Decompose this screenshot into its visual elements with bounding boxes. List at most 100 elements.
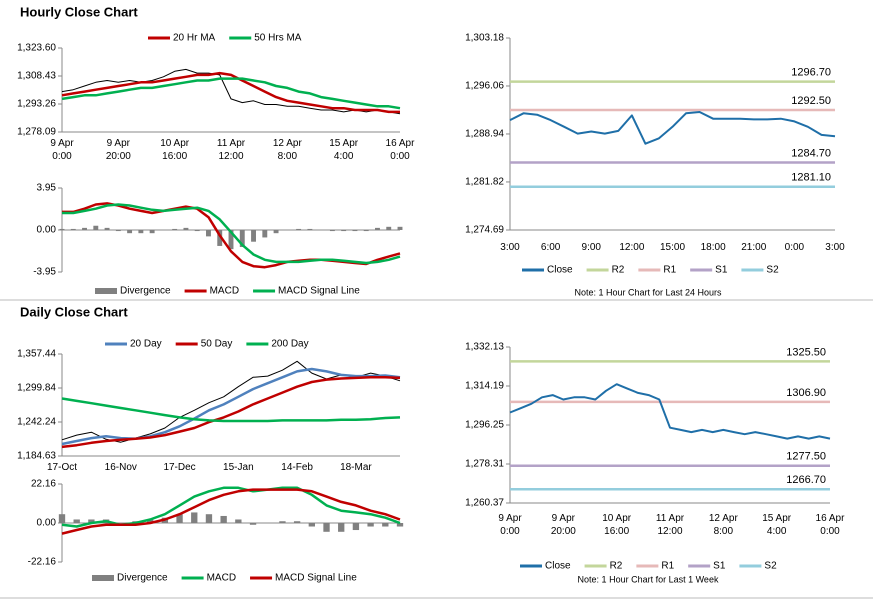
chart-note: Note: 1 Hour Chart for Last 1 Week — [578, 574, 719, 584]
divergence-bar — [375, 227, 380, 230]
series-line — [509, 111, 836, 145]
legend-label: S1 — [713, 561, 726, 572]
y-tick-label: 1,314.19 — [465, 381, 504, 392]
y-tick-label: 1,299.84 — [17, 383, 56, 394]
divergence-bar — [206, 230, 211, 237]
divergence-bar — [73, 519, 80, 523]
x-tick-label: 15 Apr 4:00 — [762, 513, 792, 537]
legend-label: 200 Day — [271, 339, 308, 350]
x-tick-label: 16 Apr 0:00 — [815, 513, 845, 537]
divergence-bar — [279, 521, 286, 523]
legend-label: R2 — [612, 265, 625, 276]
series-line — [61, 376, 401, 449]
x-tick-label: 15:00 — [659, 242, 686, 253]
series-line — [61, 367, 401, 446]
divergence-bar — [147, 519, 154, 523]
legend-label: Close — [545, 561, 571, 572]
legend-label: R1 — [663, 265, 676, 276]
series-line — [61, 488, 401, 535]
level-label: 1325.50 — [786, 346, 826, 358]
divergence-bar — [251, 230, 256, 242]
divergence-bar — [296, 228, 302, 230]
y-tick-label: 1,288.94 — [465, 129, 504, 140]
divergence-bar — [127, 230, 133, 234]
x-tick-label: 11 Apr 12:00 — [655, 513, 685, 537]
legend-label: MACD Signal Line — [275, 573, 357, 584]
y-tick-label: -22.16 — [28, 557, 57, 568]
legend-label: MACD — [207, 573, 236, 584]
y-tick-label: 1,274.69 — [465, 225, 504, 236]
divergence-bar — [329, 230, 335, 232]
x-tick-label: 14-Feb — [281, 462, 313, 473]
section-title: Daily Close Chart — [20, 304, 128, 319]
legend-label: 20 Day — [130, 339, 162, 350]
x-tick-label: 12 Apr 8:00 — [708, 513, 738, 537]
legend-label: S2 — [766, 265, 779, 276]
divergence-bar — [149, 230, 155, 234]
series-line — [509, 383, 831, 440]
x-tick-label: 12:00 — [619, 242, 645, 253]
y-tick-label: 3.95 — [37, 183, 57, 194]
legend-label: MACD — [210, 286, 239, 297]
divergence-bar — [176, 514, 183, 523]
x-tick-label: 9 Apr 0:00 — [498, 513, 522, 537]
x-tick-label: 9 Apr 20:00 — [105, 138, 131, 162]
legend-label: R2 — [610, 561, 623, 572]
divergence-bar — [58, 514, 66, 523]
y-tick-label: 1,296.25 — [465, 420, 504, 431]
legend-label: R1 — [661, 561, 674, 572]
legend-label: 20 Hr MA — [173, 33, 216, 44]
y-tick-label: 1,278.31 — [465, 459, 504, 470]
x-tick-label: 17-Dec — [163, 462, 196, 473]
legend-label: 50 Hrs MA — [254, 33, 302, 44]
y-tick-label: 1,184.63 — [17, 451, 56, 462]
x-tick-label: 3:00 — [500, 242, 520, 253]
series-line — [61, 68, 401, 115]
y-tick-label: 22.16 — [31, 479, 56, 490]
x-tick-label: 0:00 — [784, 242, 805, 253]
legend-swatch — [95, 288, 117, 294]
divergence-bar — [397, 226, 403, 230]
level-label: 1277.50 — [786, 451, 826, 463]
y-tick-label: 0.00 — [37, 225, 57, 236]
divergence-bar — [273, 230, 279, 234]
x-tick-label: 17-Oct — [46, 462, 78, 473]
level-label: 1266.70 — [786, 474, 826, 486]
legend-label: Divergence — [117, 573, 168, 584]
divergence-bar — [352, 523, 360, 531]
divergence-bar — [293, 521, 301, 523]
divergence-bar — [88, 519, 95, 523]
divergence-bar — [249, 523, 257, 525]
x-tick-label: 10 Apr 16:00 — [160, 138, 190, 162]
x-tick-label: 3:00 — [825, 242, 845, 253]
y-tick-label: 0.00 — [37, 518, 57, 529]
x-tick-label: 15 Apr 4:00 — [329, 138, 359, 162]
series-line — [61, 77, 401, 110]
divergence-bar — [172, 228, 178, 230]
series-line — [62, 203, 401, 265]
legend-swatch — [92, 575, 114, 581]
level-label: 1296.70 — [791, 67, 831, 79]
divergence-bar — [235, 519, 242, 523]
divergence-bar — [307, 228, 313, 230]
x-tick-label: 18-Mar — [340, 462, 372, 473]
divergence-bar — [220, 515, 227, 523]
divergence-bar — [205, 514, 213, 523]
divergence-bar — [217, 230, 223, 246]
divergence-bar — [82, 227, 87, 230]
divergence-bar — [115, 230, 121, 232]
divergence-bar — [104, 227, 110, 230]
divergence-bar — [191, 512, 198, 523]
x-tick-label: 16-Nov — [104, 462, 137, 473]
divergence-bar — [262, 230, 268, 238]
series-line — [61, 71, 400, 114]
x-tick-label: 21:00 — [741, 242, 767, 253]
section-title: Hourly Close Chart — [20, 4, 138, 19]
x-tick-label: 9 Apr 20:00 — [550, 513, 576, 537]
divergence-bar — [382, 523, 389, 527]
divergence-bar — [59, 228, 65, 230]
y-tick-label: 1,293.26 — [17, 99, 56, 110]
x-tick-label: 9:00 — [581, 242, 601, 253]
